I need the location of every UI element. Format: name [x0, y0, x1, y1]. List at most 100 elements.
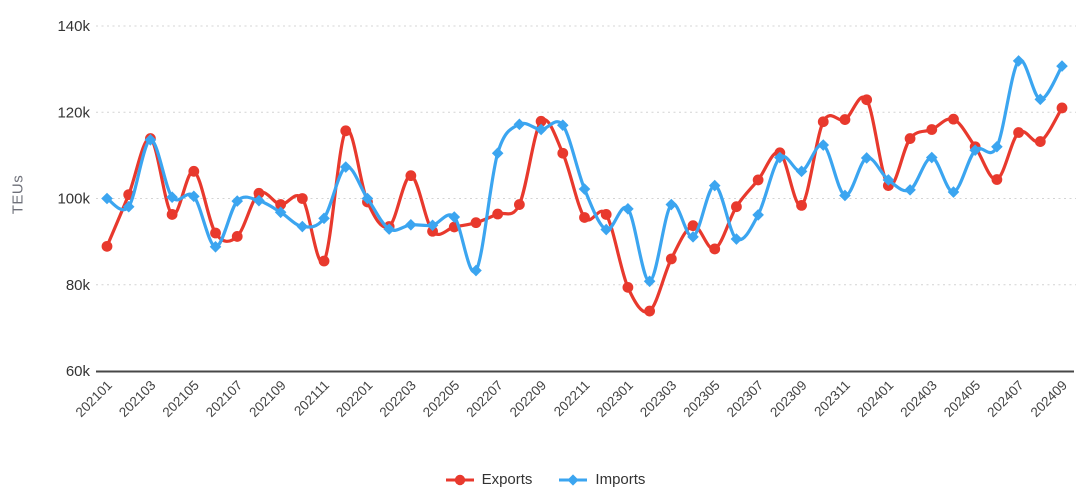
imports-marker[interactable]	[231, 195, 244, 207]
y-tick-label: 80k	[66, 277, 91, 294]
exports-marker[interactable]	[622, 281, 634, 293]
imports-marker[interactable]	[209, 241, 222, 253]
imports-marker[interactable]	[925, 151, 938, 164]
x-tick-label: 202303	[637, 378, 679, 420]
exports-marker[interactable]	[296, 193, 308, 204]
imports-marker[interactable]	[643, 275, 656, 288]
imports-marker[interactable]	[274, 206, 287, 219]
exports-marker[interactable]	[796, 200, 807, 211]
exports-marker[interactable]	[275, 199, 287, 210]
exports-marker[interactable]	[405, 170, 417, 182]
x-tick-label: 202203	[377, 378, 419, 420]
imports-marker[interactable]	[1056, 60, 1068, 72]
x-tick-label: 202305	[680, 378, 722, 420]
x-tick-label: 202211	[551, 378, 593, 420]
imports-marker[interactable]	[839, 189, 851, 202]
exports-marker[interactable]	[991, 174, 1003, 185]
y-tick-label: 60k	[66, 363, 91, 380]
exports-marker[interactable]	[253, 187, 265, 199]
x-tick-label: 202409	[1028, 378, 1070, 420]
imports-marker[interactable]	[513, 118, 526, 131]
imports-marker[interactable]	[665, 198, 678, 211]
imports-marker[interactable]	[708, 179, 721, 192]
exports-marker[interactable]	[535, 115, 547, 127]
exports-marker[interactable]	[557, 147, 569, 159]
imports-marker[interactable]	[969, 144, 981, 156]
exports-marker[interactable]	[579, 212, 590, 223]
imports-marker[interactable]	[622, 203, 634, 215]
exports-marker[interactable]	[166, 209, 178, 220]
exports-marker[interactable]	[817, 116, 829, 128]
imports-marker[interactable]	[860, 152, 873, 164]
legend-label-exports: Exports	[481, 471, 533, 488]
exports-marker[interactable]	[600, 209, 612, 220]
imports-marker[interactable]	[687, 231, 699, 243]
exports-marker[interactable]	[1013, 127, 1024, 138]
exports-marker[interactable]	[731, 201, 742, 213]
imports-marker[interactable]	[991, 140, 1003, 153]
imports-marker[interactable]	[1012, 55, 1025, 67]
imports-marker[interactable]	[578, 183, 591, 195]
imports-marker[interactable]	[361, 192, 374, 205]
imports-marker[interactable]	[405, 219, 417, 231]
imports-marker[interactable]	[470, 264, 482, 277]
exports-marker[interactable]	[210, 227, 221, 239]
imports-marker[interactable]	[339, 161, 352, 173]
imports-marker[interactable]	[795, 165, 808, 178]
imports-marker[interactable]	[253, 194, 265, 207]
imports-marker[interactable]	[730, 233, 743, 245]
exports-marker[interactable]	[839, 114, 851, 125]
imports-marker[interactable]	[904, 184, 916, 196]
exports-marker[interactable]	[101, 240, 113, 252]
exports-marker[interactable]	[188, 165, 200, 177]
imports-marker[interactable]	[188, 190, 200, 203]
exports-marker[interactable]	[861, 94, 873, 106]
y-axis-title: TEUs	[9, 174, 27, 215]
imports-marker[interactable]	[101, 192, 113, 205]
imports-marker[interactable]	[166, 191, 178, 204]
exports-marker[interactable]	[1034, 136, 1046, 147]
exports-line	[105, 95, 1064, 314]
imports-marker[interactable]	[448, 211, 461, 223]
exports-marker[interactable]	[231, 231, 243, 242]
exports-marker[interactable]	[470, 217, 482, 229]
exports-marker[interactable]	[492, 208, 504, 220]
imports-marker[interactable]	[1034, 93, 1047, 106]
imports-marker[interactable]	[600, 223, 613, 236]
imports-marker[interactable]	[535, 123, 547, 136]
exports-marker[interactable]	[752, 174, 764, 186]
exports-marker[interactable]	[709, 243, 721, 255]
imports-marker[interactable]	[491, 147, 504, 160]
x-tick-label: 202311	[811, 378, 853, 420]
imports-marker[interactable]	[882, 174, 895, 186]
imports-marker[interactable]	[817, 139, 830, 151]
exports-marker[interactable]	[340, 125, 352, 137]
exports-marker[interactable]	[318, 255, 330, 267]
exports-marker[interactable]	[687, 220, 699, 232]
exports-marker[interactable]	[644, 305, 656, 317]
exports-marker[interactable]	[513, 199, 525, 210]
imports-marker[interactable]	[296, 220, 309, 233]
legend-item-exports[interactable]: Exports	[445, 471, 533, 488]
imports-marker[interactable]	[752, 209, 764, 221]
exports-marker[interactable]	[427, 225, 438, 237]
exports-legend-marker	[445, 474, 474, 485]
imports-marker[interactable]	[947, 186, 960, 198]
legend-item-imports[interactable]: Imports	[558, 471, 645, 488]
exports-marker[interactable]	[665, 253, 677, 265]
imports-marker[interactable]	[774, 151, 786, 164]
exports-marker[interactable]	[1056, 102, 1068, 114]
imports-marker[interactable]	[556, 119, 569, 131]
imports-marker[interactable]	[426, 219, 439, 232]
y-tick-label: 140k	[57, 18, 90, 35]
imports-marker[interactable]	[383, 223, 395, 235]
imports-marker[interactable]	[144, 134, 157, 146]
x-tick-label: 202109	[246, 378, 288, 420]
exports-marker[interactable]	[904, 133, 916, 144]
imports-marker[interactable]	[122, 200, 135, 213]
exports-marker[interactable]	[948, 113, 959, 125]
exports-marker[interactable]	[926, 124, 938, 135]
imports-marker[interactable]	[318, 212, 330, 225]
x-tick-label: 202209	[507, 378, 549, 420]
